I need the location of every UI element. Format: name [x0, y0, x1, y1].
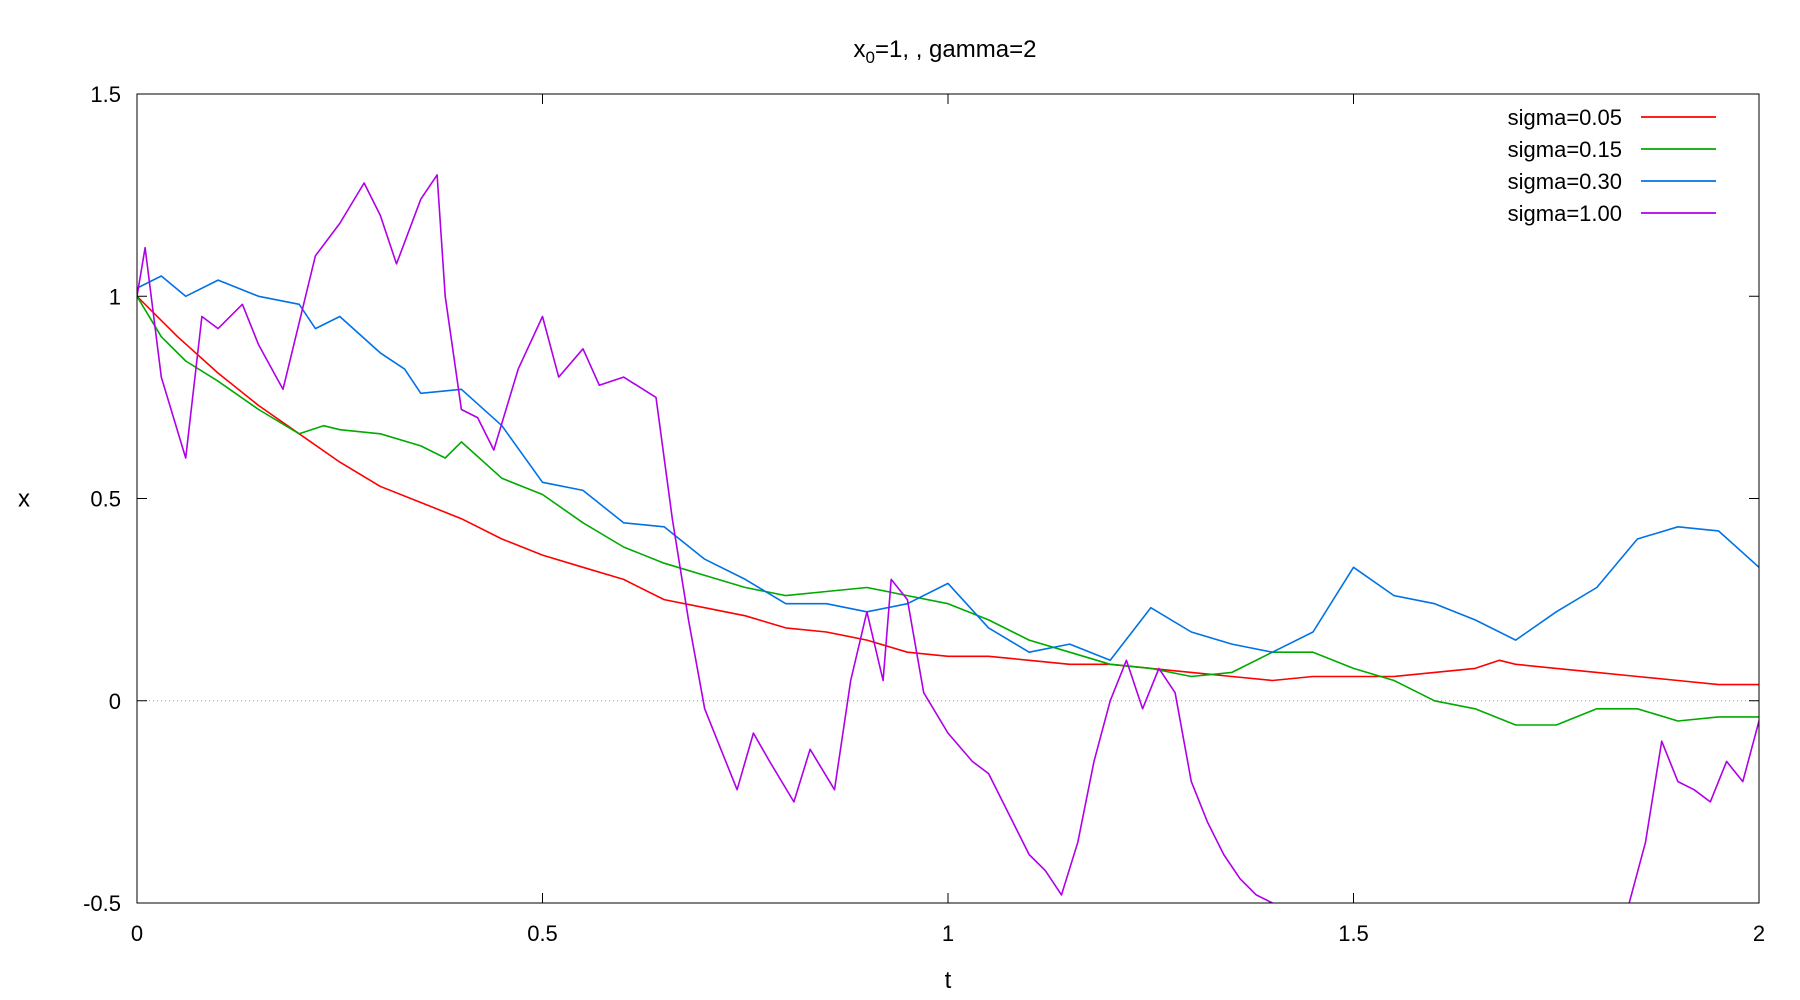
legend-label: sigma=1.00	[1508, 201, 1622, 226]
legend-label: sigma=0.30	[1508, 169, 1622, 194]
series-line-1	[137, 295, 1759, 726]
series-line-4	[1628, 720, 1759, 903]
y-tick-label: 1.5	[90, 82, 121, 107]
x-tick-label: 1.5	[1338, 921, 1369, 946]
series-line-3	[137, 174, 1274, 903]
y-axis: -0.5 0 0.5 1 1.5	[83, 82, 1759, 916]
legend-label: sigma=0.15	[1508, 137, 1622, 162]
chart-title-prefix: x	[854, 36, 866, 63]
y-tick-label: -0.5	[83, 891, 121, 916]
y-axis-label: x	[18, 486, 30, 513]
chart-title-suffix: =1, , gamma=2	[875, 36, 1036, 63]
y-tick-label: 0	[109, 689, 121, 714]
x-tick-label: 0.5	[527, 921, 558, 946]
x-axis: 0 0.5 1 1.5 2	[131, 94, 1765, 946]
series-line-2	[137, 275, 1759, 662]
legend-label: sigma=0.05	[1508, 105, 1622, 130]
y-tick-label: 0.5	[90, 487, 121, 512]
series-line-0	[137, 295, 1759, 686]
chart-title: x0=1, , gamma=2	[854, 36, 1037, 67]
x-tick-label: 0	[131, 921, 143, 946]
x-tick-label: 2	[1753, 921, 1765, 946]
y-tick-label: 1	[109, 284, 121, 309]
x-axis-label: t	[945, 967, 952, 994]
chart-title-subscript: 0	[866, 48, 875, 67]
x-tick-label: 1	[942, 921, 954, 946]
series-layer	[137, 174, 1759, 903]
legend: sigma=0.05 sigma=0.15 sigma=0.30 sigma=1.00	[1508, 105, 1716, 226]
